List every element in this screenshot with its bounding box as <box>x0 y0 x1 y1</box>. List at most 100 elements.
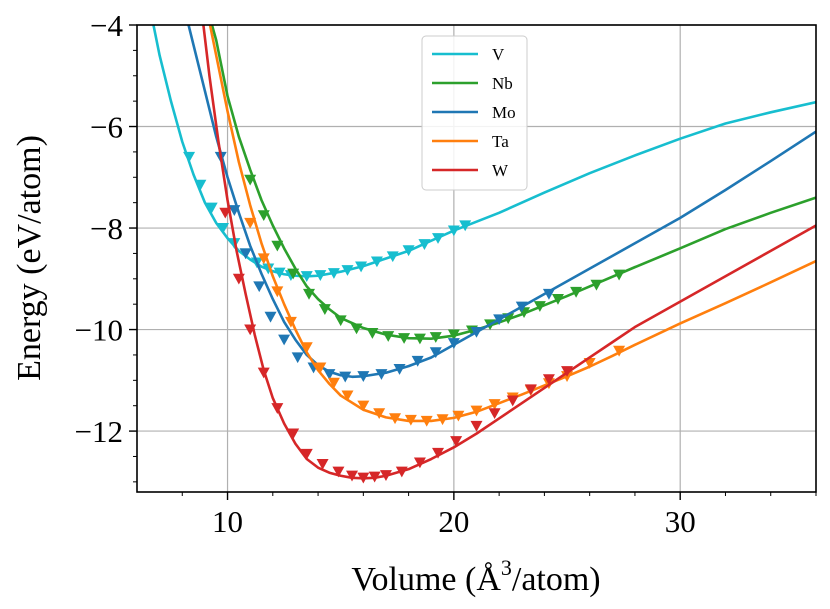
data-point-mo <box>323 369 336 380</box>
data-point-nb <box>551 294 564 305</box>
data-point-v <box>418 239 431 250</box>
data-point-w <box>524 384 537 396</box>
y-tick-label: −10 <box>75 313 123 348</box>
series-w <box>202 25 816 484</box>
legend-label-w: W <box>492 161 509 180</box>
data-point-v <box>217 222 230 234</box>
y-tick-label: −12 <box>75 414 123 449</box>
data-point-w <box>332 466 345 478</box>
x-axis-label-sup: 3 <box>501 555 512 580</box>
y-axis-label: Energy (eV/atom) <box>11 135 48 381</box>
data-point-w <box>219 207 232 219</box>
data-point-mo <box>411 355 424 367</box>
data-point-w <box>257 367 270 379</box>
data-point-ta <box>327 377 340 389</box>
data-point-v <box>205 202 218 214</box>
data-point-w <box>470 420 483 432</box>
data-point-nb <box>447 329 460 341</box>
data-point-nb <box>244 174 257 186</box>
data-point-w <box>413 457 426 469</box>
data-point-mo <box>429 347 442 359</box>
data-point-nb <box>533 301 546 312</box>
data-point-ta <box>271 286 284 298</box>
y-tick-label: −6 <box>90 110 123 145</box>
data-point-v <box>183 151 196 163</box>
data-point-w <box>300 448 313 460</box>
data-point-mo <box>228 205 241 216</box>
data-point-nb <box>303 288 316 300</box>
data-point-w <box>432 447 445 459</box>
data-point-ta <box>244 217 257 229</box>
data-point-w <box>542 374 555 386</box>
data-point-w <box>244 324 257 336</box>
data-point-v <box>341 265 354 276</box>
data-point-w <box>395 466 408 478</box>
data-point-mo <box>493 314 506 326</box>
data-point-mo <box>357 371 370 382</box>
data-point-ta <box>341 390 354 402</box>
data-point-mo <box>375 369 388 380</box>
data-point-w <box>450 436 463 447</box>
data-point-mo <box>278 334 291 346</box>
data-point-nb <box>570 286 583 298</box>
series-ta <box>208 25 816 427</box>
data-point-ta <box>257 253 270 265</box>
data-point-mo <box>470 327 483 338</box>
x-axis-label: Volume (Å3/atom) <box>351 555 600 598</box>
data-point-v <box>402 245 415 257</box>
data-point-v <box>459 220 472 232</box>
series-layer <box>152 25 816 484</box>
data-point-w <box>287 428 300 440</box>
legend: V Nb Mo Ta W <box>421 35 528 191</box>
data-point-w <box>232 273 245 285</box>
data-point-w <box>561 366 574 377</box>
data-point-v <box>262 263 275 275</box>
data-point-w <box>379 470 392 481</box>
data-point-w <box>357 472 370 484</box>
data-point-ta <box>300 342 313 354</box>
data-point-ta <box>613 345 626 357</box>
x-tick-label: 10 <box>212 504 243 539</box>
data-point-nb <box>429 332 442 343</box>
legend-label-v: V <box>492 45 505 64</box>
data-point-mo <box>515 301 528 313</box>
series-line-w <box>202 25 816 480</box>
x-tick-label: 20 <box>438 504 469 539</box>
data-point-mo <box>253 281 266 293</box>
data-point-w <box>488 408 501 420</box>
data-point-ta <box>284 316 297 328</box>
data-point-nb <box>366 328 379 339</box>
data-point-v <box>386 251 399 263</box>
data-point-mo <box>393 364 406 375</box>
data-point-v <box>432 233 445 244</box>
plot-frame <box>136 24 817 493</box>
data-point-v <box>273 267 286 279</box>
data-point-ta <box>314 362 327 374</box>
legend-label-nb: Nb <box>492 74 513 93</box>
legend-label-ta: Ta <box>492 132 509 151</box>
data-point-v <box>355 261 368 273</box>
data-point-ta <box>436 414 449 426</box>
data-point-ta <box>373 408 386 420</box>
data-point-v <box>447 225 460 237</box>
data-point-nb <box>398 333 411 344</box>
data-point-mo <box>239 248 252 260</box>
data-point-v <box>314 270 327 281</box>
data-point-nb <box>413 333 426 345</box>
data-point-mo <box>264 311 277 323</box>
data-point-nb <box>271 240 284 252</box>
data-point-nb <box>350 323 363 335</box>
y-tick-label: −4 <box>90 8 123 43</box>
data-point-v <box>194 179 207 191</box>
x-axis-label-tail: /atom) <box>512 561 601 598</box>
data-point-mo <box>339 371 352 383</box>
data-point-nb <box>318 304 331 315</box>
data-point-v <box>300 271 313 282</box>
data-point-nb <box>382 331 395 342</box>
data-point-w <box>506 395 519 407</box>
data-point-v <box>370 256 383 268</box>
data-point-mo <box>447 338 460 349</box>
data-point-ta <box>420 415 433 427</box>
series-line-v <box>152 25 816 278</box>
